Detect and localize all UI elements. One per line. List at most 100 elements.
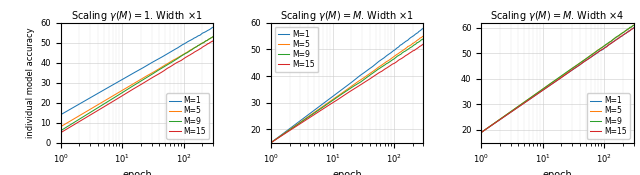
Line: M=15: M=15 <box>61 41 213 133</box>
M=1 <box>196 34 204 36</box>
M=9 <box>205 38 212 40</box>
M=1 <box>76 103 83 105</box>
M=15 <box>630 27 637 29</box>
M=9 <box>625 27 633 29</box>
M=9 <box>415 41 422 43</box>
M=5 <box>419 35 426 37</box>
Title: Scaling $\gamma(M) = M$. Width $\times$1: Scaling $\gamma(M) = M$. Width $\times$1 <box>280 9 414 23</box>
M=9 <box>209 36 217 38</box>
M=5 <box>196 43 204 46</box>
Line: M=9: M=9 <box>61 37 213 131</box>
M=15 <box>496 119 504 121</box>
Title: Scaling $\gamma(M) = M$. Width $\times$4: Scaling $\gamma(M) = M$. Width $\times$4 <box>490 9 625 23</box>
M=15 <box>406 52 414 54</box>
M=15 <box>627 29 635 31</box>
M=15 <box>57 132 65 134</box>
M=9 <box>195 44 203 46</box>
M=9 <box>496 118 504 120</box>
Line: M=5: M=5 <box>481 25 634 132</box>
M=1 <box>406 38 413 40</box>
M=9 <box>417 39 424 41</box>
X-axis label: epoch: epoch <box>332 170 362 175</box>
M=5 <box>406 44 414 46</box>
M=1 <box>617 36 625 38</box>
Title: Scaling $\gamma(M) = 1$. Width $\times$1: Scaling $\gamma(M) = 1$. Width $\times$1 <box>71 9 203 23</box>
M=5 <box>406 45 413 47</box>
M=15 <box>420 43 428 45</box>
M=5 <box>205 38 212 41</box>
M=15 <box>207 41 214 43</box>
Line: M=1: M=1 <box>481 28 634 132</box>
M=15 <box>616 36 623 38</box>
M=5 <box>417 37 424 39</box>
M=9 <box>477 131 485 134</box>
Y-axis label: individual model accuracy: individual model accuracy <box>26 27 35 138</box>
M=1 <box>205 29 212 31</box>
M=1 <box>207 28 214 30</box>
M=15 <box>406 52 413 54</box>
M=15 <box>417 45 424 47</box>
M=9 <box>195 44 203 46</box>
M=9 <box>285 129 293 131</box>
M=15 <box>625 30 633 32</box>
M=9 <box>406 47 413 50</box>
M=5 <box>207 37 214 39</box>
M=15 <box>205 43 212 45</box>
Line: M=9: M=9 <box>481 25 634 132</box>
M=5 <box>195 44 203 46</box>
Legend: M=1, M=5, M=9, M=15: M=1, M=5, M=9, M=15 <box>166 93 209 139</box>
M=1 <box>285 128 293 130</box>
M=9 <box>616 34 623 36</box>
M=5 <box>625 27 633 29</box>
M=5 <box>209 36 217 38</box>
M=9 <box>207 37 214 40</box>
M=1 <box>420 27 428 29</box>
M=9 <box>267 142 275 144</box>
M=9 <box>57 130 65 132</box>
M=1 <box>496 119 504 121</box>
M=5 <box>616 34 623 36</box>
Line: M=15: M=15 <box>481 28 634 132</box>
M=5 <box>616 34 623 36</box>
M=1 <box>195 34 203 37</box>
Line: M=1: M=1 <box>271 28 424 143</box>
M=1 <box>57 114 65 116</box>
M=15 <box>196 48 204 50</box>
M=15 <box>267 142 275 144</box>
M=15 <box>195 48 203 50</box>
M=15 <box>617 36 625 38</box>
M=1 <box>415 30 422 33</box>
M=5 <box>617 33 625 36</box>
M=5 <box>57 126 65 128</box>
M=15 <box>616 36 623 38</box>
X-axis label: epoch: epoch <box>543 170 572 175</box>
M=1 <box>406 37 414 39</box>
M=9 <box>76 118 83 120</box>
M=9 <box>406 47 413 49</box>
M=1 <box>477 131 485 134</box>
M=5 <box>267 142 275 144</box>
Legend: M=1, M=5, M=9, M=15: M=1, M=5, M=9, M=15 <box>275 27 318 72</box>
M=15 <box>477 131 485 134</box>
Line: M=9: M=9 <box>271 39 424 143</box>
M=5 <box>420 35 428 37</box>
M=9 <box>420 38 428 40</box>
M=5 <box>76 115 83 117</box>
M=1 <box>616 36 623 38</box>
M=1 <box>630 27 637 29</box>
M=5 <box>406 45 413 47</box>
M=5 <box>630 24 637 26</box>
M=9 <box>406 47 414 49</box>
M=15 <box>415 46 422 48</box>
X-axis label: epoch: epoch <box>122 170 152 175</box>
M=9 <box>630 25 637 27</box>
M=5 <box>496 118 504 120</box>
M=1 <box>616 36 623 38</box>
M=1 <box>267 142 275 144</box>
M=1 <box>209 26 217 28</box>
M=1 <box>625 30 633 32</box>
M=9 <box>196 43 204 46</box>
M=9 <box>616 34 623 36</box>
M=15 <box>195 48 203 50</box>
Line: M=15: M=15 <box>271 44 424 143</box>
